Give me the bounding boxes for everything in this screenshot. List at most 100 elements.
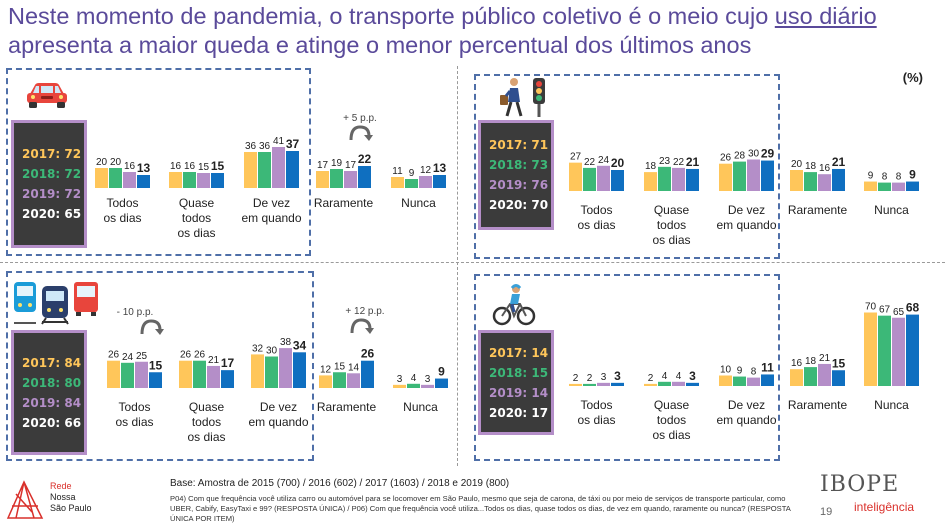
bar-walking-raramente-2020 xyxy=(832,168,845,191)
bar-bike-de-vez-em-quando-2018 xyxy=(733,376,746,386)
year-total-2020: 2020: 66 xyxy=(22,415,82,430)
title-part2: apresenta a maior queda e atinge o menor… xyxy=(8,32,752,58)
category-label-bike-de-vez-em-quando: De vez em quando xyxy=(716,398,777,427)
bar-walking-de-vez-em-quando-2017 xyxy=(719,163,732,191)
bar-car-todos-os-dias-2019 xyxy=(123,172,136,188)
bar-car-todos-os-dias-2020 xyxy=(137,175,150,188)
value-label-walking-todos-os-dias-2018: 22 xyxy=(584,157,596,168)
category-label-public-transport-raramente: Raramente xyxy=(316,400,377,414)
delta-annotation-car-raramente: + 5 p.p. xyxy=(343,113,377,124)
bar-bike-raramente-2017 xyxy=(790,369,803,386)
bar-car-nunca-2017 xyxy=(391,177,404,188)
bar-walking-nunca-2020 xyxy=(906,181,919,191)
bar-public-transport-quase-todos-os-dias-2017 xyxy=(179,360,192,388)
year-total-2019: 2019: 72 xyxy=(22,187,82,201)
panel-car xyxy=(6,68,311,256)
bar-walking-de-vez-em-quando-2020 xyxy=(761,160,774,191)
value-label-public-transport-nunca-2017: 3 xyxy=(397,374,403,385)
value-label-car-raramente-2018: 19 xyxy=(331,158,343,169)
bar-public-transport-nunca-2020 xyxy=(435,378,448,388)
bar-bike-nunca-2020 xyxy=(906,314,919,386)
bar-bike-todos-os-dias-2018 xyxy=(583,383,596,386)
year-total-2017: 2017: 71 xyxy=(489,138,549,152)
year-total-2019: 2019: 14 xyxy=(489,385,549,400)
curved-arrow-icon xyxy=(350,318,374,334)
value-label-car-raramente-2019: 17 xyxy=(345,160,357,171)
value-label-car-todos-os-dias-2018: 20 xyxy=(110,157,122,168)
bar-bike-todos-os-dias-2017 xyxy=(569,383,582,386)
bar-walking-nunca-2019 xyxy=(892,182,905,191)
value-label-bike-quase-todos-os-dias-2019: 4 xyxy=(676,371,682,382)
value-label-bike-de-vez-em-quando-2018: 9 xyxy=(737,366,743,377)
value-label-bike-raramente-2020: 15 xyxy=(832,356,846,370)
value-label-bike-raramente-2018: 18 xyxy=(805,356,817,367)
category-label-bike-nunca: Nunca xyxy=(874,398,909,412)
bar-bike-quase-todos-os-dias-2019 xyxy=(672,381,685,386)
bar-car-de-vez-em-quando-2020 xyxy=(286,151,299,188)
value-label-public-transport-raramente-2019: 14 xyxy=(348,362,360,373)
bar-public-transport-de-vez-em-quando-2017 xyxy=(251,354,264,388)
value-label-public-transport-nunca-2019: 3 xyxy=(425,374,431,385)
bar-car-nunca-2019 xyxy=(419,176,432,188)
value-label-public-transport-todos-os-dias-2018: 24 xyxy=(122,352,134,363)
category-label-walking-todos-os-dias: Todos os dias xyxy=(577,203,616,232)
year-totals-bike: 2017: 14 2018: 15 2019: 14 2020: 17 xyxy=(478,330,554,435)
bar-car-raramente-2020 xyxy=(358,166,371,188)
bar-public-transport-todos-os-dias-2018 xyxy=(121,362,134,388)
bar-public-transport-quase-todos-os-dias-2018 xyxy=(193,360,206,388)
bar-walking-quase-todos-os-dias-2018 xyxy=(658,166,671,191)
org-line1: Rede xyxy=(50,481,72,491)
bar-bike-nunca-2017 xyxy=(864,312,877,386)
value-label-car-de-vez-em-quando-2018: 36 xyxy=(259,141,271,152)
bar-bike-raramente-2020 xyxy=(832,370,845,386)
bar-walking-quase-todos-os-dias-2020 xyxy=(686,168,699,191)
sample-base-note: Base: Amostra de 2015 (700) / 2016 (602)… xyxy=(170,478,510,489)
value-label-public-transport-nunca-2018: 4 xyxy=(411,373,417,384)
quadrant-divider-horizontal xyxy=(0,262,945,263)
bar-public-transport-raramente-2018 xyxy=(333,372,346,388)
bar-car-quase-todos-os-dias-2019 xyxy=(197,173,210,188)
value-label-public-transport-todos-os-dias-2019: 25 xyxy=(136,351,148,362)
page-number: 19 xyxy=(820,506,833,518)
value-label-bike-nunca-2019: 65 xyxy=(893,307,905,318)
category-label-walking-raramente: Raramente xyxy=(787,203,848,217)
value-label-car-de-vez-em-quando-2019: 41 xyxy=(273,136,285,147)
value-label-car-quase-todos-os-dias-2017: 16 xyxy=(170,161,182,172)
category-label-bike-raramente: Raramente xyxy=(787,398,848,412)
bar-walking-todos-os-dias-2019 xyxy=(597,165,610,191)
bar-car-de-vez-em-quando-2018 xyxy=(258,152,271,188)
category-label-car-raramente: Raramente xyxy=(313,196,374,210)
year-total-2017: 2017: 72 xyxy=(22,147,82,161)
bar-walking-nunca-2018 xyxy=(878,182,891,191)
category-label-public-transport-de-vez-em-quando: De vez em quando xyxy=(248,400,309,429)
value-label-public-transport-quase-todos-os-dias-2019: 21 xyxy=(208,355,220,366)
value-label-walking-nunca-2017: 9 xyxy=(868,171,874,182)
bar-bike-quase-todos-os-dias-2020 xyxy=(686,382,699,386)
value-label-walking-de-vez-em-quando-2018: 28 xyxy=(734,151,746,162)
delta-annotation-transport-raramente: + 12 p.p. xyxy=(345,306,385,317)
bar-walking-raramente-2018 xyxy=(804,172,817,191)
value-label-bike-quase-todos-os-dias-2017: 2 xyxy=(648,373,654,384)
category-label-public-transport-todos-os-dias: Todos os dias xyxy=(115,400,154,429)
bar-bike-de-vez-em-quando-2019 xyxy=(747,377,760,386)
bar-car-nunca-2020 xyxy=(433,175,446,188)
category-label-car-quase-todos-os-dias: Quase todos os dias xyxy=(177,196,216,240)
bar-public-transport-raramente-2017 xyxy=(319,375,332,388)
value-label-walking-raramente-2017: 20 xyxy=(791,159,803,170)
question-note: P04) Com que frequência você utiliza car… xyxy=(170,494,791,523)
panel-walking xyxy=(474,74,780,259)
brand-logo: IBOPE xyxy=(820,472,900,497)
bar-walking-de-vez-em-quando-2019 xyxy=(747,159,760,191)
category-label-walking-quase-todos-os-dias: Quase todos os dias xyxy=(652,203,691,247)
bar-public-transport-quase-todos-os-dias-2020 xyxy=(221,370,234,388)
title-part1: Neste momento de pandemia, o transporte … xyxy=(8,3,775,29)
bar-walking-todos-os-dias-2018 xyxy=(583,167,596,191)
year-total-2020: 2020: 17 xyxy=(489,405,549,420)
value-label-bike-de-vez-em-quando-2020: 11 xyxy=(761,360,774,374)
value-label-car-quase-todos-os-dias-2018: 16 xyxy=(184,161,196,172)
panel-bike xyxy=(474,274,780,461)
value-label-public-transport-raramente-2018: 15 xyxy=(334,361,346,372)
title-underlined: uso diário xyxy=(774,3,877,29)
cyclist-icon xyxy=(492,284,536,326)
